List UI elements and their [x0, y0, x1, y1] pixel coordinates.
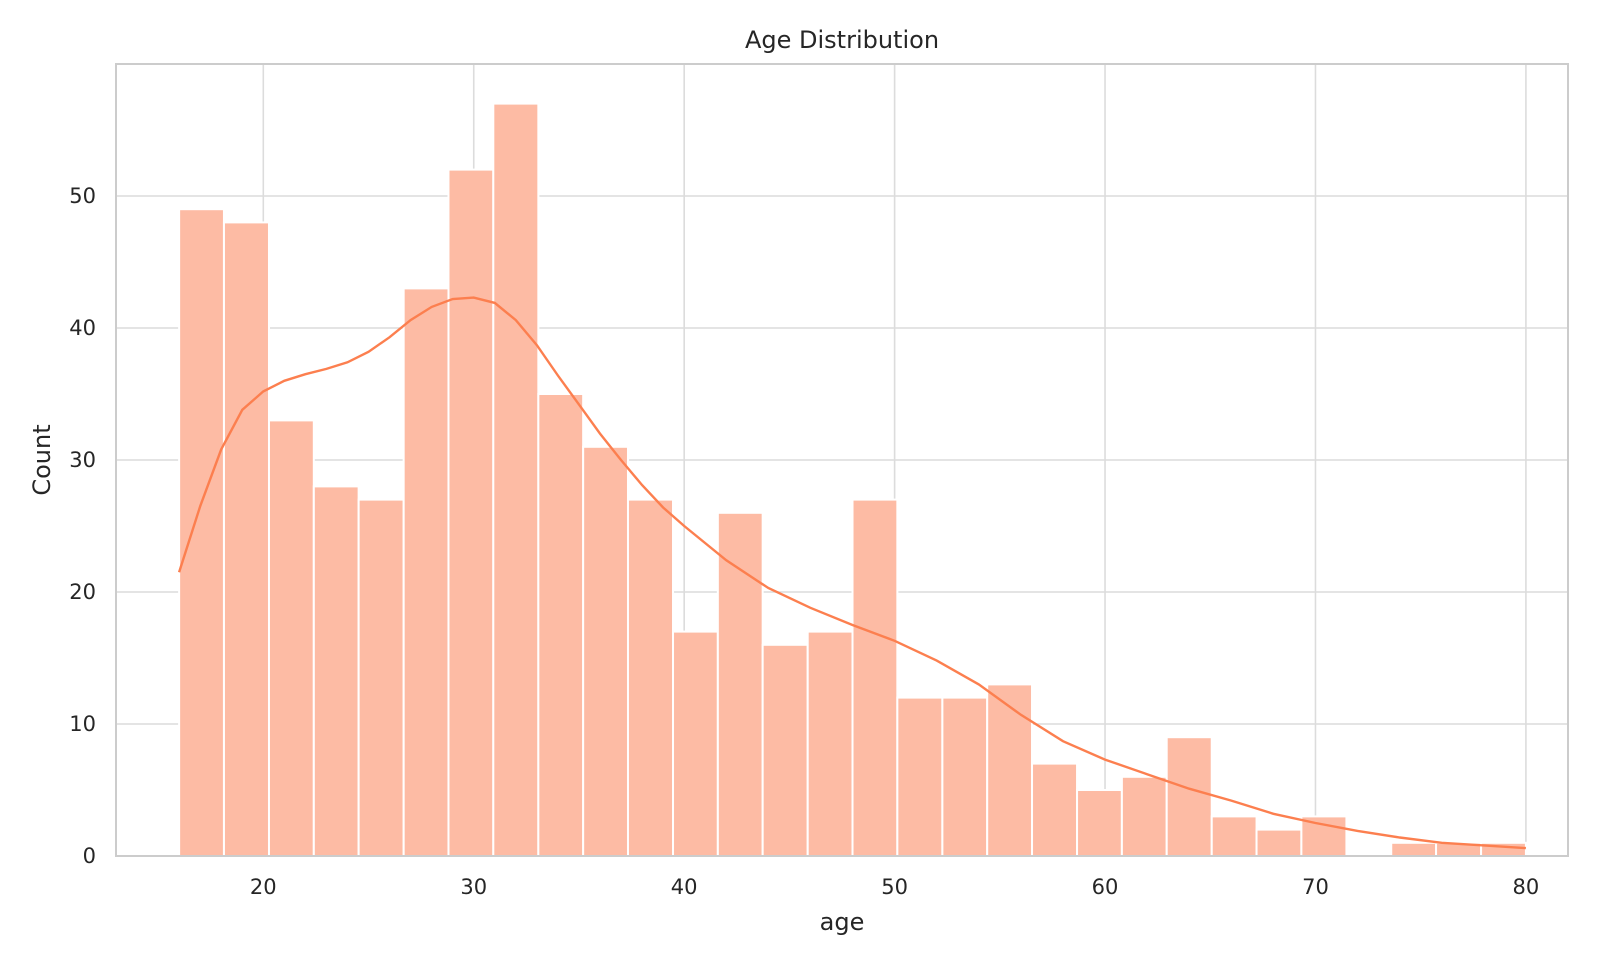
histogram-bar [537, 393, 585, 857]
histogram-bar [402, 287, 450, 857]
histogram-bar [1210, 815, 1258, 858]
x-axis-ticks: 20 30 40 50 60 70 80 [250, 875, 1539, 899]
histogram-bar [716, 511, 764, 857]
histogram-bar [626, 498, 675, 857]
histogram-bar [357, 498, 405, 857]
histogram-bar [267, 419, 315, 857]
kde-curve [177, 296, 1526, 850]
y-tick-label: 40 [69, 316, 96, 340]
histogram-bar [806, 630, 854, 857]
histogram-bar [941, 696, 989, 857]
histogram-bar [1076, 789, 1123, 857]
histogram-bar [1390, 841, 1438, 857]
histogram-bars [178, 102, 1527, 858]
histogram-bar [222, 221, 270, 857]
histogram-bar [447, 168, 495, 858]
histogram-bar [492, 102, 540, 858]
histogram-bar [1300, 815, 1348, 858]
y-tick-label: 30 [69, 448, 96, 472]
histogram-bar [761, 643, 809, 857]
x-tick-label: 70 [1302, 875, 1329, 899]
y-axis-label: Count [28, 424, 56, 495]
histogram-bar [896, 696, 944, 857]
x-tick-label: 30 [460, 875, 487, 899]
histogram-bar [851, 498, 899, 857]
x-tick-label: 40 [671, 875, 698, 899]
y-axis-ticks: 0 10 20 30 40 50 [69, 184, 96, 868]
histogram-bar [1031, 762, 1079, 857]
x-tick-label: 80 [1513, 875, 1540, 899]
histogram-bar [1255, 828, 1303, 857]
histogram-bar [312, 485, 360, 857]
chart-title: Age Distribution [745, 26, 939, 54]
y-tick-label: 10 [69, 712, 96, 736]
x-tick-label: 50 [881, 875, 908, 899]
y-tick-label: 20 [69, 580, 96, 604]
y-tick-label: 50 [69, 184, 96, 208]
histogram-bar [582, 445, 629, 857]
x-axis-label: age [820, 908, 865, 936]
histogram-bar [178, 208, 225, 857]
y-tick-label: 0 [83, 844, 96, 868]
histogram-bar [1120, 775, 1168, 857]
histogram-bar [986, 683, 1034, 858]
x-tick-label: 20 [250, 875, 277, 899]
plot-frame [115, 63, 1569, 857]
x-tick-label: 60 [1092, 875, 1119, 899]
histogram-bar [1165, 736, 1213, 858]
histogram-bar [672, 630, 719, 857]
